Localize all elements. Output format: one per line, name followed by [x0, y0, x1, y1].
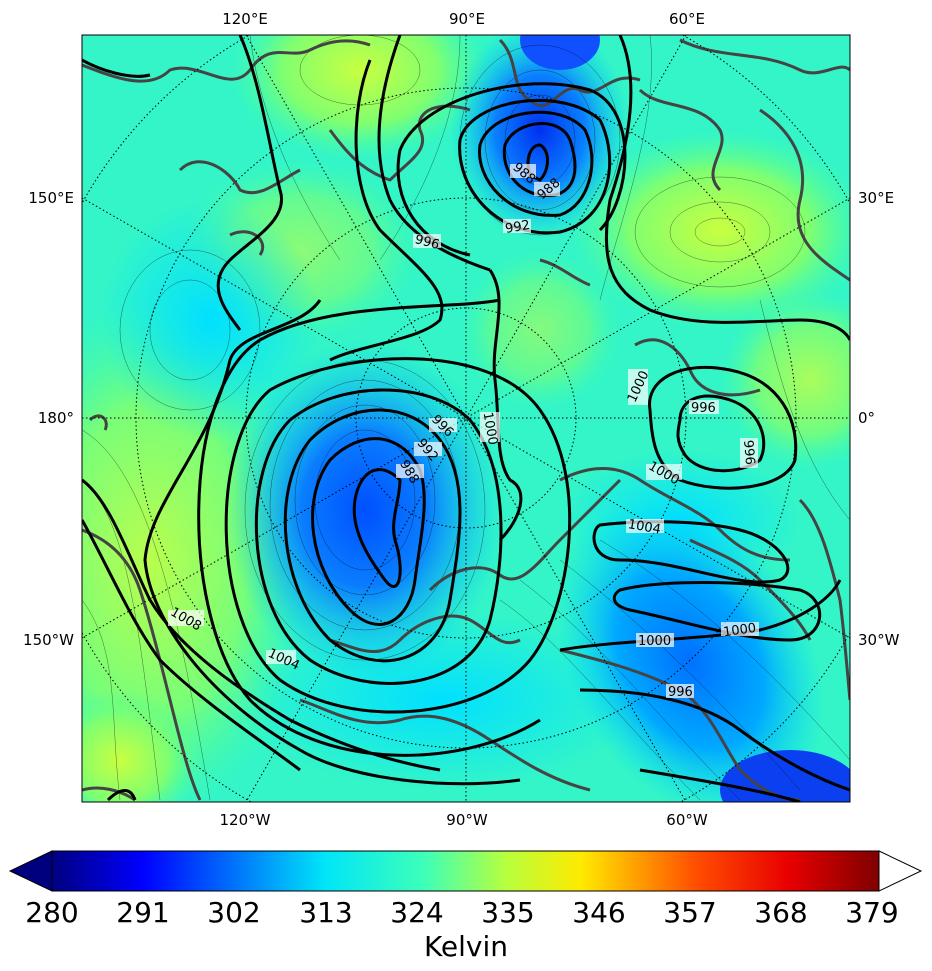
bottom-tick-label: 90°W [446, 811, 488, 829]
bottom-tick-label: 60°W [666, 811, 708, 829]
bottom-tick-label: 120°W [220, 811, 271, 829]
right-tick-label: 0° [858, 409, 875, 427]
colorbar-tick-label: 280 [25, 896, 78, 929]
colorbar-tick-label: 346 [572, 896, 625, 929]
colorbar-min-extension [8, 850, 53, 892]
colorbar-tick-label: 324 [390, 896, 443, 929]
colorbar-title: Kelvin [424, 930, 508, 963]
map-frame [81, 34, 851, 803]
isobar-label: 1000 [480, 411, 501, 446]
colorbar-tick-label: 313 [299, 896, 352, 929]
colorbar: 280 291 302 313 324 335 346 357 368 379 … [8, 850, 923, 963]
left-tick-label: 180° [38, 409, 74, 427]
colorbar-tick-label: 357 [663, 896, 716, 929]
colorbar-tick-label: 302 [207, 896, 260, 929]
top-tick-label: 60°E [669, 10, 705, 28]
right-tick-label: 30°W [858, 631, 900, 649]
isobar-label: 996 [413, 232, 441, 253]
isobar-label: 1004 [627, 517, 662, 538]
temperature-field: 988 988 992 996 996 992 988 1000 1000 99… [82, 35, 850, 802]
colorbar-max-extension [878, 850, 923, 892]
colorbar-tick-label: 335 [481, 896, 534, 929]
top-tick-label: 120°E [222, 10, 268, 28]
isobar-label: 996 [740, 439, 757, 465]
isobar-label: 996 [668, 685, 693, 700]
colorbar-tick-label: 368 [754, 896, 807, 929]
colorbar-tick-label: 379 [845, 896, 898, 929]
colorbar-tick-label: 291 [116, 896, 169, 929]
colorbar-gradient [51, 850, 880, 892]
top-tick-label: 90°E [449, 10, 485, 28]
left-tick-label: 150°E [28, 189, 74, 207]
right-tick-label: 30°E [858, 189, 894, 207]
isobar-label: 992 [504, 218, 531, 237]
isobar-label: 996 [691, 401, 716, 416]
left-tick-label: 150°W [23, 631, 74, 649]
isobar-label: 1000 [638, 634, 671, 649]
isobar-label: 1000 [722, 621, 757, 640]
